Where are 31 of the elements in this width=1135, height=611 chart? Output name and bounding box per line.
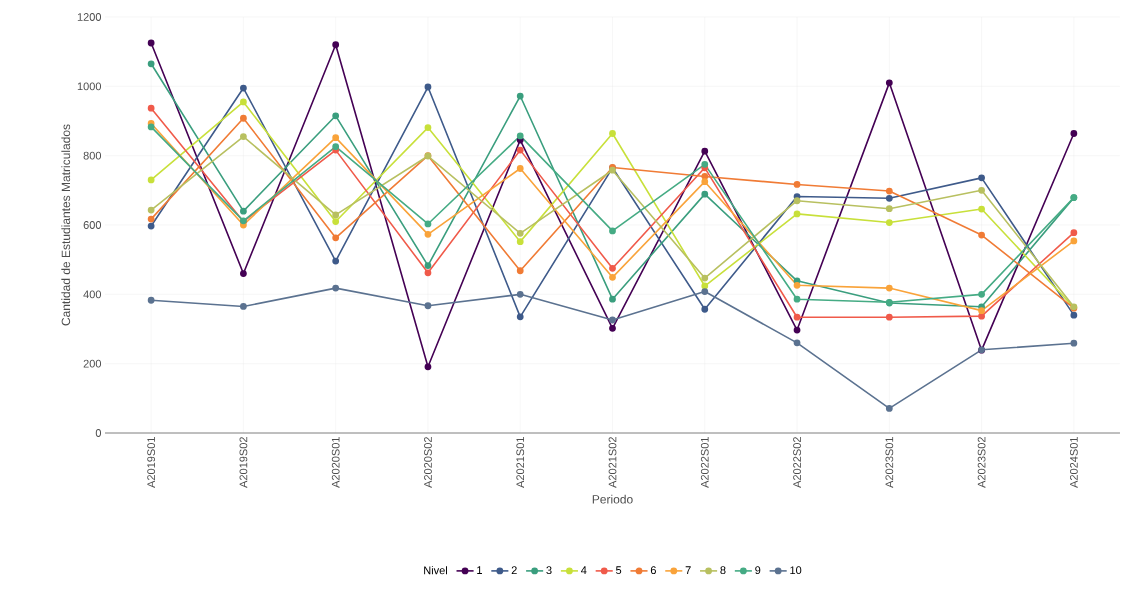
legend-title: Nivel xyxy=(424,566,447,575)
x-tick-label: A2023S02 xyxy=(977,437,986,488)
y-tick-label: 1000 xyxy=(77,82,102,91)
x-tick-label: A2023S01 xyxy=(885,437,894,488)
x-tick-label: A2021S01 xyxy=(516,437,525,488)
x-tick-label: A2019S01 xyxy=(147,437,156,488)
x-tick-label: A2020S02 xyxy=(424,437,432,488)
x-tick-label: A2019S02 xyxy=(239,437,248,488)
y-tick-label: 600 xyxy=(83,221,102,229)
legend-label: 3 xyxy=(546,566,552,575)
x-tick-label: A2022S02 xyxy=(793,437,801,488)
legend-label: 9 xyxy=(755,566,761,575)
legend-label: 6 xyxy=(650,566,656,575)
x-axis-title: Periodo xyxy=(592,494,633,504)
legend-label: 1 xyxy=(477,566,482,574)
legend-label: 10 xyxy=(790,566,802,575)
legend-label: 7 xyxy=(685,566,691,574)
y-tick-label: 400 xyxy=(83,290,102,299)
y-tick-label: 1200 xyxy=(77,13,102,21)
x-tick-label: A2024S01 xyxy=(1069,437,1078,488)
x-tick-label: A2021S02 xyxy=(608,437,617,488)
y-tick-label: 200 xyxy=(83,359,102,368)
legend-label: 4 xyxy=(581,566,587,574)
x-tick-label: A2020S01 xyxy=(331,437,340,488)
y-axis-title: Cantidad de Estudiantes Matriculados xyxy=(61,124,71,326)
legend-label: 8 xyxy=(720,566,726,575)
legend-label: 2 xyxy=(511,566,517,574)
legend-label: 5 xyxy=(615,566,622,575)
x-tick-label: A2022S01 xyxy=(700,437,709,488)
y-tick-label: 800 xyxy=(83,151,102,160)
y-tick-label: 0 xyxy=(95,429,102,437)
